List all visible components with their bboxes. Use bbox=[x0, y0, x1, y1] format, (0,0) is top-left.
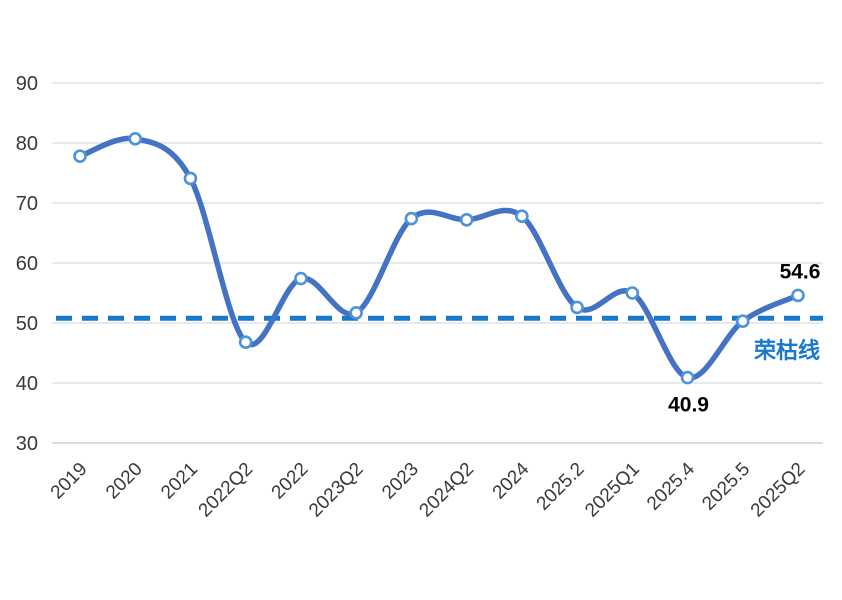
y-axis-tick-label: 90 bbox=[16, 73, 38, 95]
x-axis-tick-label: 2019 bbox=[47, 459, 92, 504]
data-point-marker bbox=[459, 213, 474, 227]
y-axis-tick-label: 80 bbox=[16, 133, 38, 155]
data-point-marker bbox=[128, 132, 143, 146]
data-point-marker bbox=[183, 171, 198, 186]
x-axis-tick-label: 2022Q2 bbox=[195, 459, 258, 522]
x-axis-tick-label: 2021 bbox=[157, 459, 202, 504]
y-axis-tick-label: 70 bbox=[16, 193, 38, 215]
data-point-marker bbox=[404, 211, 419, 226]
data-point-marker bbox=[349, 305, 363, 320]
data-point-marker bbox=[515, 209, 529, 223]
data-point-marker bbox=[238, 335, 253, 350]
x-axis-tick-label: 2023 bbox=[378, 459, 423, 504]
y-axis-tick-label: 50 bbox=[16, 313, 38, 335]
threshold-label: 荣枯线 bbox=[753, 338, 820, 363]
data-point-marker bbox=[791, 288, 805, 303]
y-axis-tick-label: 30 bbox=[16, 433, 38, 455]
data-point-marker bbox=[735, 314, 750, 329]
data-point-label: 40.9 bbox=[668, 394, 709, 417]
y-axis-tick-label: 60 bbox=[16, 253, 38, 275]
data-point-marker bbox=[294, 271, 308, 286]
x-axis-tick-label: 2020 bbox=[102, 459, 147, 504]
x-axis-tick-label: 2025Q1 bbox=[581, 459, 644, 522]
data-point-label: 54.6 bbox=[780, 260, 821, 283]
data-point-marker bbox=[625, 286, 640, 300]
x-axis-tick-label: 2024Q2 bbox=[415, 459, 478, 522]
data-point-marker bbox=[570, 300, 584, 315]
x-axis-tick-label: 2025.4 bbox=[643, 458, 699, 514]
x-axis-tick-label: 2023Q2 bbox=[305, 459, 368, 522]
data-point-marker bbox=[73, 149, 87, 163]
x-axis-tick-label: 2024 bbox=[489, 458, 534, 503]
x-axis-tick-label: 2025Q2 bbox=[747, 459, 810, 522]
y-axis-tick-label: 40 bbox=[16, 373, 38, 395]
x-axis-tick-label: 2022 bbox=[268, 459, 313, 504]
series-line bbox=[77, 135, 801, 381]
data-point-marker bbox=[680, 370, 695, 385]
